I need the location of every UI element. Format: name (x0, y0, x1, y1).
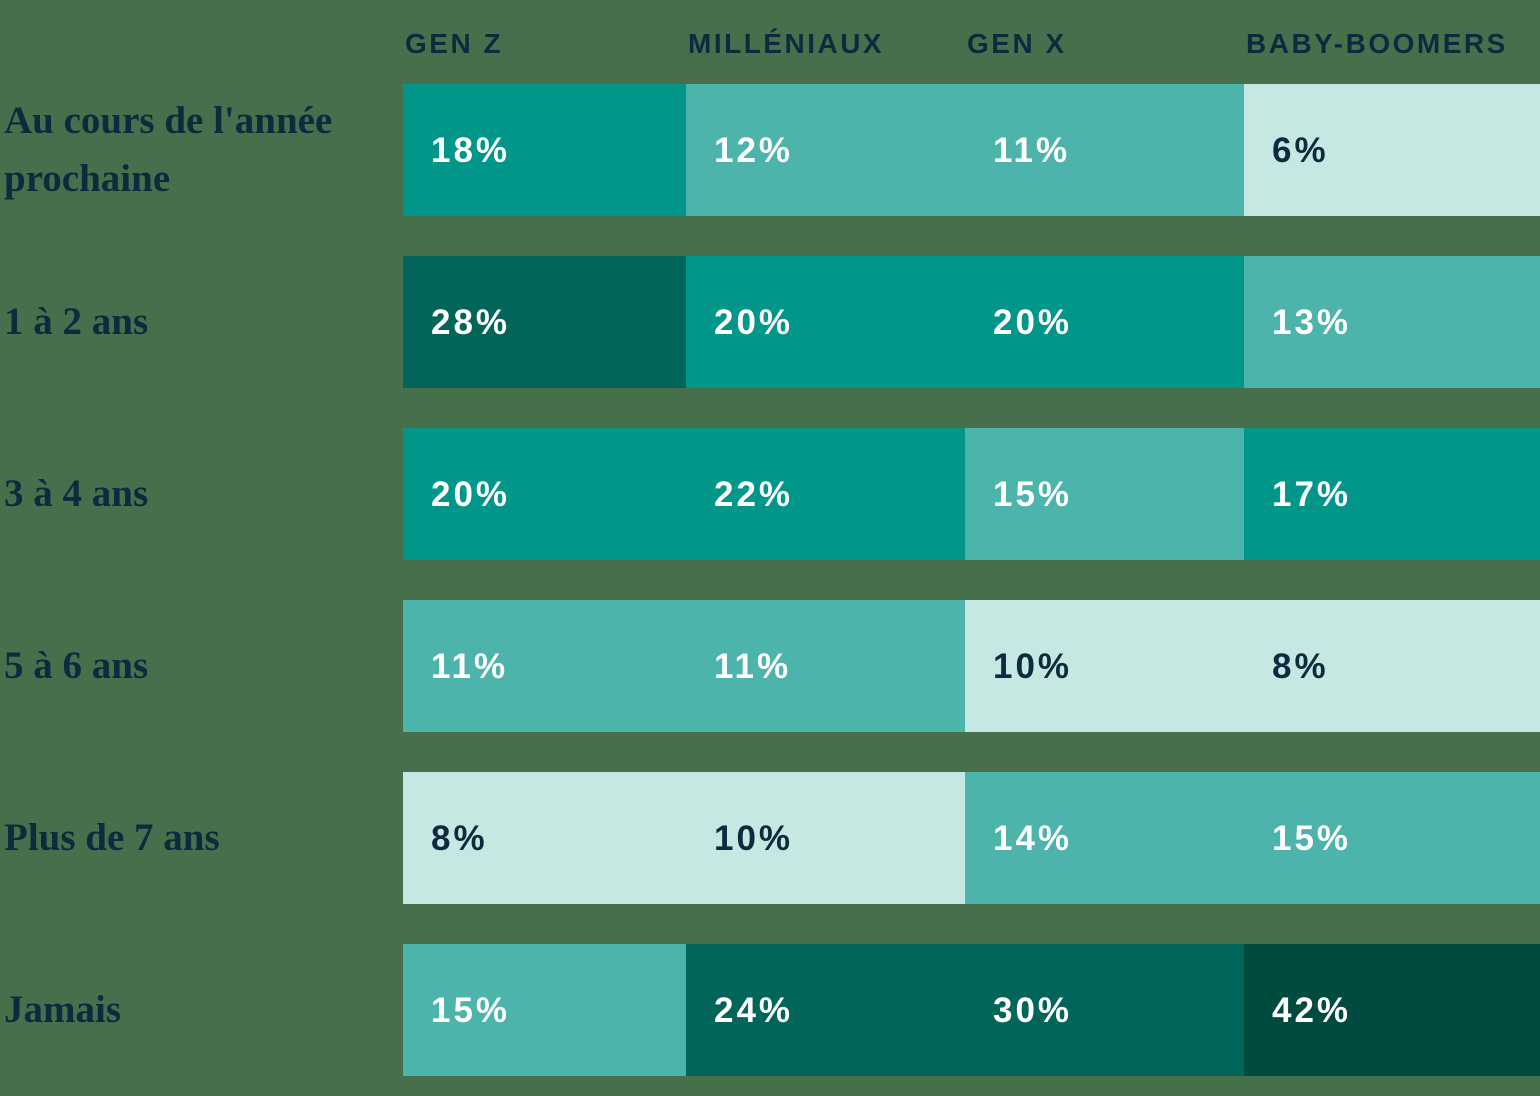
value-cell: 8% (1244, 600, 1540, 732)
heatmap-body: Au cours de l'année prochaine 18% 12% 11% 6%… (0, 84, 1540, 1076)
column-header-row: GEN Z MILLÉNIAUX GEN X BABY-BOOMERS (0, 0, 1540, 84)
value-cell: 20% (686, 256, 965, 388)
column-header: GEN Z (405, 28, 504, 59)
heatmap-row: Plus de 7 ans 8% 10% 14% 15% (0, 772, 1540, 904)
value-cell: 8% (403, 772, 686, 904)
value-cell: 20% (965, 256, 1244, 388)
value-cell: 11% (686, 600, 965, 732)
value-cell: 42% (1244, 944, 1540, 1076)
value-cell: 28% (403, 256, 686, 388)
value-cell: 22% (686, 428, 965, 560)
column-header: MILLÉNIAUX (688, 28, 885, 59)
value-cell: 24% (686, 944, 965, 1076)
column-header: BABY-BOOMERS (1246, 28, 1508, 59)
column-header: GEN X (967, 28, 1067, 59)
row-label: Au cours de l'année prochaine (4, 99, 333, 200)
heatmap-row: Au cours de l'année prochaine 18% 12% 11% 6% (0, 84, 1540, 216)
row-label: 3 à 4 ans (4, 472, 149, 516)
heatmap-row: 5 à 6 ans 11% 11% 10% 8% (0, 600, 1540, 732)
value-cell: 17% (1244, 428, 1540, 560)
value-cell: 13% (1244, 256, 1540, 388)
heatmap-row: Jamais 15% 24% 30% 42% (0, 944, 1540, 1076)
value-cell: 18% (403, 84, 686, 216)
value-cell: 15% (1244, 772, 1540, 904)
header-spacer (0, 0, 403, 84)
value-cell: 10% (965, 600, 1244, 732)
value-cell: 10% (686, 772, 965, 904)
row-label: Jamais (4, 988, 121, 1032)
value-cell: 14% (965, 772, 1244, 904)
row-label: 1 à 2 ans (4, 300, 149, 344)
value-cell: 11% (403, 600, 686, 732)
value-cell: 12% (686, 84, 965, 216)
value-cell: 30% (965, 944, 1244, 1076)
value-cell: 20% (403, 428, 686, 560)
heatmap-row: 3 à 4 ans 20% 22% 15% 17% (0, 428, 1540, 560)
row-label: 5 à 6 ans (4, 644, 149, 688)
value-cell: 11% (965, 84, 1244, 216)
value-cell: 15% (965, 428, 1244, 560)
value-cell: 15% (403, 944, 686, 1076)
row-label: Plus de 7 ans (4, 816, 220, 860)
value-cell: 6% (1244, 84, 1540, 216)
heatmap-row: 1 à 2 ans 28% 20% 20% 13% (0, 256, 1540, 388)
